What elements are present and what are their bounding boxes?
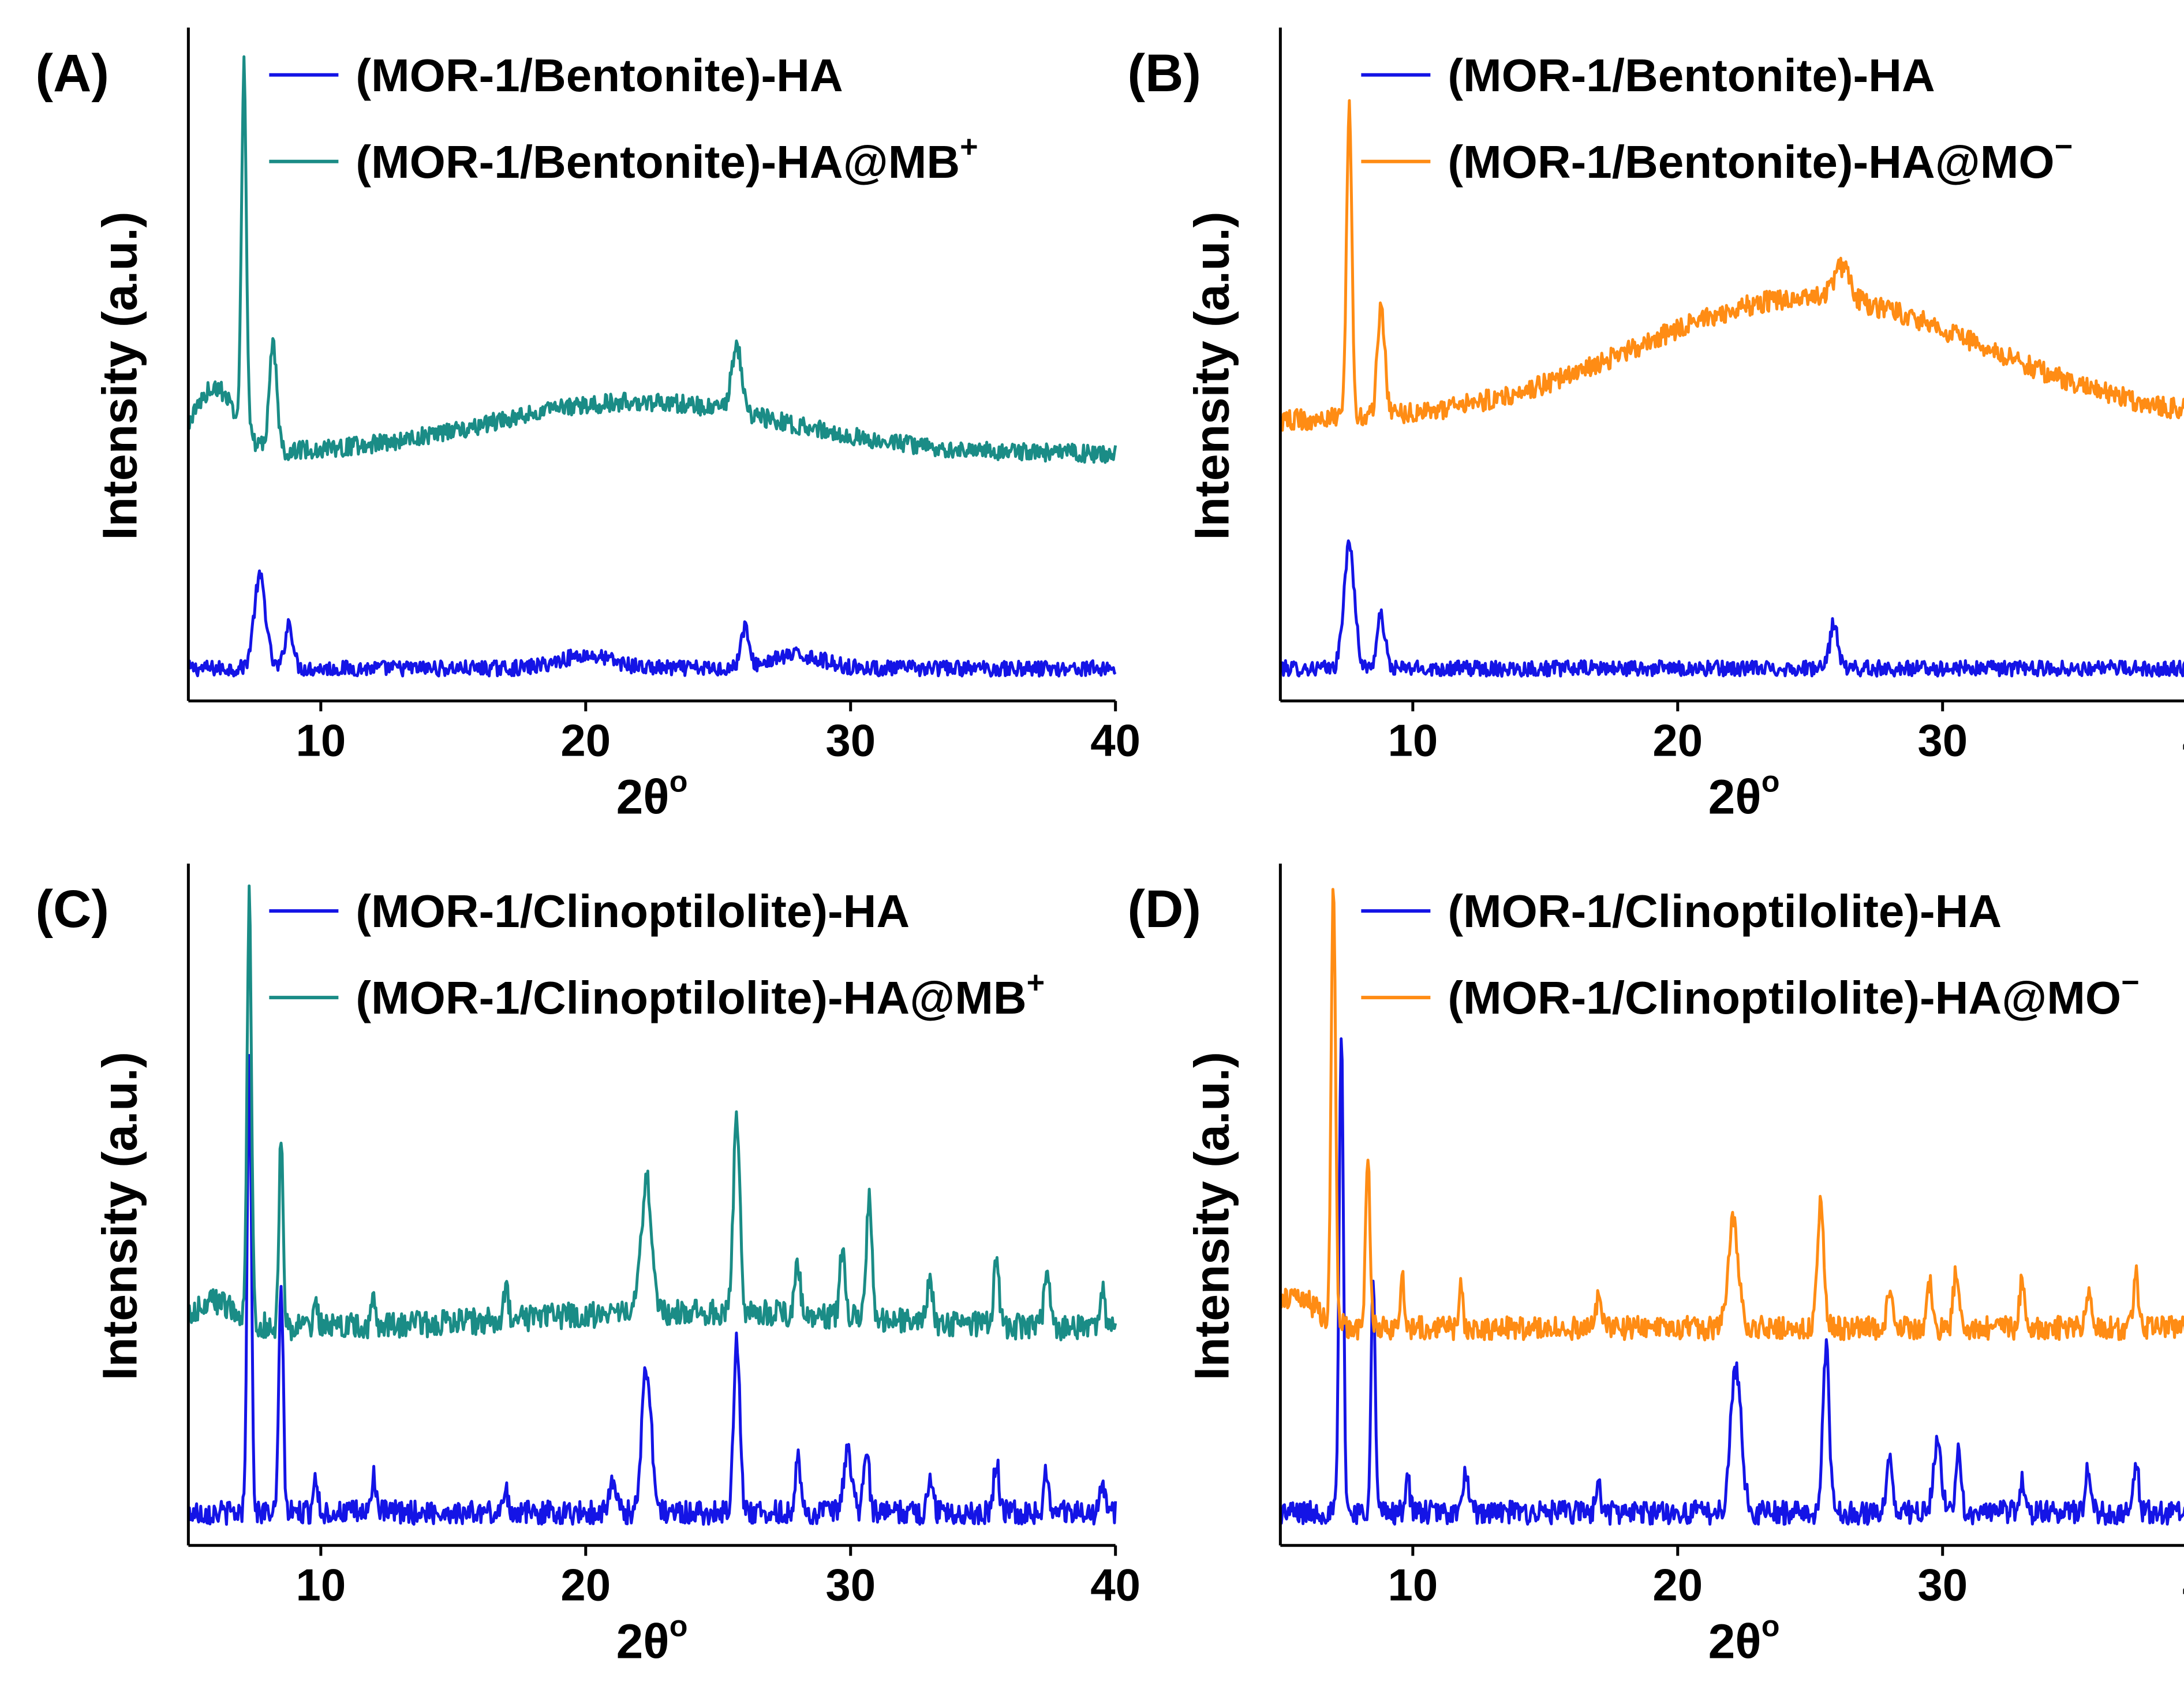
x-tick-label: 30 bbox=[825, 1559, 876, 1610]
series-line-ha bbox=[1278, 1037, 2184, 1526]
legend-entry: (MOR-1/Bentonite)-HA bbox=[1448, 50, 1935, 101]
x-axis-label: 2θo bbox=[616, 765, 688, 824]
series-line-ha-dye bbox=[186, 55, 1117, 464]
legend-entry: (MOR-1/Clinoptilolite)-HA@MB+ bbox=[356, 965, 1045, 1023]
x-tick-label: 20 bbox=[560, 715, 611, 765]
panel-label: (C) bbox=[35, 880, 109, 939]
series-line-ha bbox=[1278, 539, 2184, 678]
x-axis-label-main: 2θ bbox=[1708, 1614, 1762, 1668]
x-tick-label: 30 bbox=[1917, 1559, 1968, 1610]
legend-label: (MOR-1/Bentonite)-HA@MB bbox=[356, 136, 960, 188]
panel-c: 10 20 30 40 2θo Intensity (a.u.) (C) (MOR-1/Cli… bbox=[35, 864, 1140, 1668]
legend-label: (MOR-1/Clinoptilolite)-HA@MO bbox=[1448, 972, 2121, 1023]
legend-entry: (MOR-1/Clinoptilolite)-HA bbox=[1448, 885, 2002, 937]
legend-label: (MOR-1/Bentonite)-HA@MO bbox=[1448, 136, 2054, 188]
y-axis-label: Intensity (a.u.) bbox=[1184, 211, 1239, 540]
x-tick-label: 10 bbox=[296, 715, 346, 765]
x-axis-label: 2θo bbox=[1708, 1609, 1780, 1668]
panel-label: (D) bbox=[1127, 880, 1201, 939]
series-line-ha-dye bbox=[186, 884, 1117, 1342]
x-axis-label-degree: o bbox=[1762, 765, 1780, 798]
panel-label: (A) bbox=[35, 44, 109, 103]
legend-label: (MOR-1/Bentonite)-HA bbox=[356, 50, 843, 101]
x-tick-label: 40 bbox=[1090, 1559, 1140, 1610]
x-axis-label-main: 2θ bbox=[1708, 769, 1762, 824]
legend-superscript: − bbox=[2055, 129, 2073, 164]
legend-entry: (MOR-1/Clinoptilolite)-HA@MO− bbox=[1448, 965, 2139, 1023]
x-axis-label-degree: o bbox=[1762, 1609, 1780, 1643]
legend-superscript: + bbox=[960, 129, 978, 164]
x-tick-label: 40 bbox=[1090, 715, 1140, 765]
x-axis-label-main: 2θ bbox=[616, 1614, 670, 1668]
x-axis-label-degree: o bbox=[670, 765, 688, 798]
series-line-ha bbox=[186, 569, 1117, 678]
x-axis-label-degree: o bbox=[670, 1609, 688, 1643]
panel-b: 10 20 30 40 2θo Intensity (a.u.) (B) (MOR-1/Ben… bbox=[1127, 27, 2184, 824]
legend-label: (MOR-1/Clinoptilolite)-HA bbox=[1448, 885, 2002, 937]
x-tick-label: 20 bbox=[560, 1559, 611, 1610]
legend-entry: (MOR-1/Bentonite)-HA@MB+ bbox=[356, 129, 978, 188]
series-line-ha bbox=[187, 1053, 1117, 1526]
panel-d: 10 20 30 40 2θo Intensity (a.u.) (D) (MOR-1/Cli… bbox=[1127, 864, 2184, 1668]
x-axis-label-main: 2θ bbox=[616, 769, 670, 824]
x-tick-label: 10 bbox=[1388, 1559, 1438, 1610]
x-tick-label: 10 bbox=[1388, 715, 1438, 765]
legend-entry: (MOR-1/Bentonite)-HA@MO− bbox=[1448, 129, 2073, 188]
y-axis-label: Intensity (a.u.) bbox=[1184, 1052, 1239, 1380]
x-tick-label: 40 bbox=[2182, 1559, 2184, 1610]
x-tick-label: 10 bbox=[296, 1559, 346, 1610]
x-tick-label: 30 bbox=[825, 715, 876, 765]
x-tick-label: 30 bbox=[1917, 715, 1968, 765]
series-line-ha-dye bbox=[1278, 888, 2184, 1342]
legend-superscript: − bbox=[2121, 965, 2140, 1000]
legend-entry: (MOR-1/Bentonite)-HA bbox=[356, 50, 843, 101]
legend-entry: (MOR-1/Clinoptilolite)-HA bbox=[356, 885, 910, 937]
y-axis-label: Intensity (a.u.) bbox=[92, 211, 147, 540]
y-axis-label: Intensity (a.u.) bbox=[92, 1052, 147, 1380]
x-tick-label: 20 bbox=[1652, 715, 1703, 765]
panel-a: 10 20 30 40 2θo Intensity (a.u.) (A) (MOR-1/Ben… bbox=[35, 27, 1140, 824]
x-tick-label: 20 bbox=[1652, 1559, 1703, 1610]
x-axis-label: 2θo bbox=[616, 1609, 688, 1668]
legend-label: (MOR-1/Clinoptilolite)-HA bbox=[356, 885, 910, 937]
legend-label: (MOR-1/Bentonite)-HA bbox=[1448, 50, 1935, 101]
x-tick-label: 40 bbox=[2182, 715, 2184, 765]
legend-label: (MOR-1/Clinoptilolite)-HA@MB bbox=[356, 972, 1026, 1023]
series-line-ha-dye bbox=[1278, 99, 2184, 432]
x-axis-label: 2θo bbox=[1708, 765, 1780, 824]
panel-label: (B) bbox=[1127, 44, 1201, 103]
legend-superscript: + bbox=[1027, 965, 1045, 1000]
